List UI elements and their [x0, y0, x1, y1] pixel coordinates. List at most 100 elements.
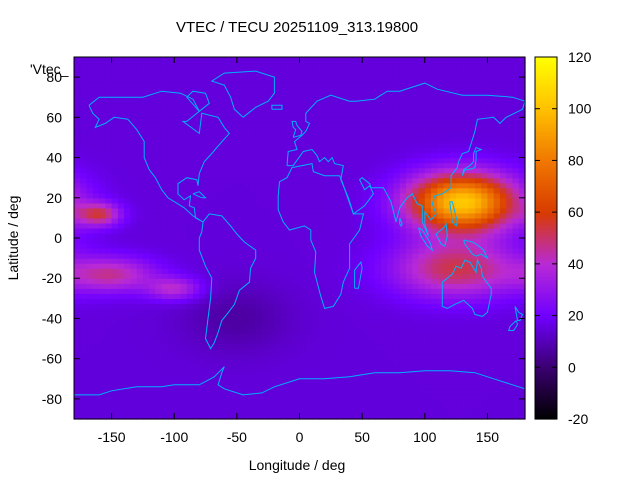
heatmap-cell: [130, 323, 138, 330]
heatmap-cell: [393, 363, 401, 370]
heatmap-cell: [424, 283, 432, 289]
heatmap-cell: [393, 197, 401, 204]
heatmap-cell: [268, 182, 276, 189]
heatmap-cell: [243, 373, 250, 380]
heatmap-cell: [105, 142, 113, 149]
heatmap-cell: [155, 197, 163, 204]
heatmap-cell: [199, 142, 207, 149]
heatmap-cell: [393, 368, 401, 375]
heatmap-cell: [199, 212, 207, 219]
heatmap-cell: [74, 273, 81, 279]
heatmap-cell: [424, 373, 432, 380]
heatmap-cell: [318, 192, 326, 199]
heatmap-cell: [167, 353, 175, 360]
heatmap-cell: [443, 298, 451, 304]
heatmap-cell: [236, 238, 244, 244]
heatmap-cell: [449, 408, 457, 415]
heatmap-cell: [424, 217, 432, 224]
heatmap-cell: [474, 117, 482, 123]
heatmap-cell: [424, 328, 432, 335]
heatmap-cell: [305, 258, 313, 264]
heatmap-cell: [418, 238, 426, 244]
heatmap-cell: [387, 127, 395, 134]
heatmap-cell: [437, 323, 445, 330]
heatmap-cell: [124, 192, 131, 199]
heatmap-cell: [368, 278, 376, 284]
heatmap-cell: [506, 398, 514, 405]
heatmap-cell: [374, 343, 382, 350]
heatmap-cell: [506, 298, 514, 304]
heatmap-cell: [343, 212, 351, 219]
heatmap-cell: [305, 273, 313, 279]
heatmap-cell: [136, 323, 144, 330]
heatmap-cell: [474, 172, 482, 179]
heatmap-cell: [431, 202, 438, 209]
heatmap-cell: [324, 398, 332, 405]
heatmap-cell: [330, 373, 338, 380]
heatmap-cell: [261, 323, 269, 330]
heatmap-cell: [249, 323, 257, 330]
heatmap-cell: [337, 268, 344, 274]
heatmap-cell: [205, 363, 213, 370]
heatmap-cell: [236, 212, 244, 219]
heatmap-cell: [92, 162, 100, 169]
heatmap-cell: [324, 137, 332, 144]
heatmap-cell: [299, 182, 307, 189]
heatmap-cell: [136, 393, 144, 400]
heatmap-cell: [362, 212, 369, 219]
heatmap-cell: [312, 122, 319, 128]
heatmap-cell: [111, 413, 119, 420]
heatmap-cell: [224, 403, 232, 410]
heatmap-cell: [499, 283, 507, 289]
heatmap-cell: [249, 157, 257, 164]
heatmap-cell: [155, 348, 163, 355]
heatmap-cell: [506, 182, 514, 189]
heatmap-cell: [136, 217, 144, 224]
heatmap-cell: [318, 202, 326, 209]
heatmap-cell: [211, 378, 219, 385]
heatmap-cell: [437, 298, 445, 304]
heatmap-cell: [86, 293, 94, 299]
heatmap-cell: [418, 273, 426, 279]
heatmap-cell: [481, 222, 489, 229]
heatmap-cell: [105, 222, 113, 229]
heatmap-cell: [243, 107, 250, 113]
heatmap-cell: [349, 142, 357, 149]
heatmap-cell: [155, 202, 163, 209]
heatmap-cell: [318, 413, 326, 420]
heatmap-cell: [330, 243, 338, 249]
heatmap-cell: [230, 243, 238, 249]
heatmap-cell: [86, 192, 94, 199]
heatmap-cell: [274, 82, 282, 88]
heatmap-cell: [443, 222, 451, 229]
heatmap-cell: [211, 182, 219, 189]
heatmap-cell: [236, 288, 244, 294]
heatmap-cell: [324, 152, 332, 159]
heatmap-cell: [437, 388, 445, 395]
heatmap-cell: [468, 187, 476, 194]
heatmap-cell: [193, 388, 200, 395]
heatmap-cell: [443, 308, 451, 315]
heatmap-cell: [111, 288, 119, 294]
heatmap-cell: [268, 142, 276, 149]
heatmap-cell: [449, 192, 457, 199]
heatmap-cell: [468, 207, 476, 214]
heatmap-cell: [236, 303, 244, 309]
heatmap-cell: [80, 142, 88, 149]
heatmap-cell: [324, 283, 332, 289]
heatmap-cell: [111, 172, 119, 179]
heatmap-cell: [261, 182, 269, 189]
heatmap-cell: [512, 393, 520, 400]
heatmap-cell: [136, 72, 144, 78]
heatmap-cell: [337, 177, 344, 184]
heatmap-cell: [487, 268, 495, 274]
heatmap-cell: [86, 162, 94, 169]
heatmap-cell: [405, 162, 413, 169]
heatmap-cell: [387, 368, 395, 375]
heatmap-cell: [74, 112, 81, 118]
heatmap-cell: [274, 132, 282, 139]
heatmap-cell: [355, 212, 363, 219]
heatmap-cell: [324, 393, 332, 400]
heatmap-cell: [512, 403, 520, 410]
heatmap-cell: [186, 152, 194, 159]
